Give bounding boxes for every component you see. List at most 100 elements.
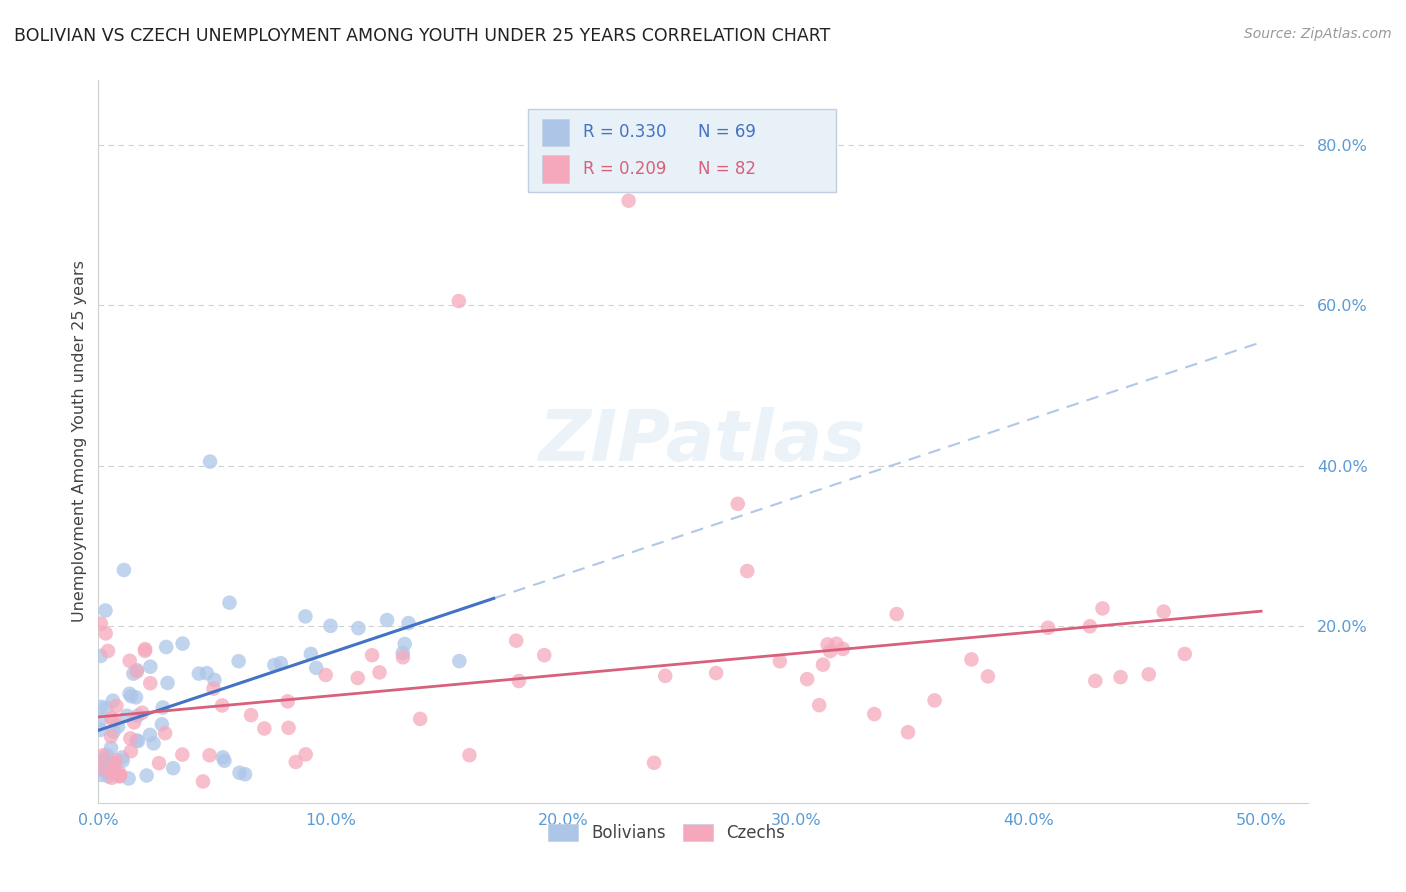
Point <box>103 764 125 778</box>
Point <box>125 733 148 747</box>
Point <box>100 711 122 725</box>
Point <box>101 756 124 770</box>
Point <box>924 693 946 707</box>
Point <box>90 761 112 775</box>
Point <box>361 648 384 663</box>
Point <box>398 615 420 630</box>
Point <box>108 769 131 783</box>
Point <box>122 715 145 730</box>
Point <box>120 731 142 746</box>
Point <box>214 754 236 768</box>
Bar <box>543 119 569 146</box>
Point <box>125 690 148 705</box>
Point <box>277 694 299 708</box>
Point <box>447 293 470 308</box>
Text: ZIPatlas: ZIPatlas <box>540 407 866 476</box>
Point <box>212 750 235 764</box>
Point <box>172 747 194 762</box>
Point <box>704 666 727 681</box>
Point <box>155 640 177 654</box>
Point <box>108 769 131 783</box>
Point <box>392 650 415 665</box>
Point <box>299 647 322 661</box>
Point <box>94 762 117 776</box>
Point <box>104 753 127 767</box>
Point <box>103 714 125 728</box>
Point <box>112 563 135 577</box>
Point <box>107 768 129 782</box>
Point <box>817 637 839 651</box>
Point <box>315 668 337 682</box>
Point <box>94 603 117 617</box>
Point <box>115 708 138 723</box>
Point <box>346 671 368 685</box>
Bar <box>543 155 569 183</box>
Point <box>960 652 983 666</box>
Point <box>134 644 156 658</box>
Point <box>100 764 122 779</box>
Point <box>96 753 118 767</box>
Point <box>139 676 162 690</box>
Text: N = 69: N = 69 <box>699 123 756 142</box>
Point <box>284 755 307 769</box>
Point <box>808 698 831 713</box>
Point <box>125 665 148 679</box>
Point <box>125 663 148 677</box>
Point <box>96 700 118 714</box>
Point <box>127 708 149 723</box>
Point <box>142 736 165 750</box>
Point <box>533 648 555 662</box>
Point <box>1091 601 1114 615</box>
Point <box>1137 667 1160 681</box>
Point <box>263 657 285 672</box>
Point <box>148 756 170 771</box>
Point <box>818 644 841 658</box>
Point <box>117 772 139 786</box>
Point <box>394 637 416 651</box>
Point <box>505 633 527 648</box>
Point <box>832 642 855 657</box>
Point <box>90 723 112 737</box>
Point <box>228 765 250 780</box>
FancyBboxPatch shape <box>527 109 837 193</box>
Point <box>90 616 112 631</box>
Point <box>91 752 114 766</box>
Point <box>191 774 214 789</box>
Point <box>111 754 134 768</box>
Point <box>120 744 142 758</box>
Point <box>508 673 530 688</box>
Point <box>111 750 134 764</box>
Point <box>152 700 174 714</box>
Point <box>156 676 179 690</box>
Point <box>727 497 749 511</box>
Point <box>977 669 1000 683</box>
Point <box>863 707 886 722</box>
Point <box>1084 673 1107 688</box>
Point <box>1078 619 1101 633</box>
Point <box>101 693 124 707</box>
Point <box>319 619 342 633</box>
Point <box>391 646 413 660</box>
Point <box>218 596 240 610</box>
Point <box>107 719 129 733</box>
Point <box>617 194 640 208</box>
Point <box>150 717 173 731</box>
Point <box>458 748 481 763</box>
Text: R = 0.209: R = 0.209 <box>583 160 666 178</box>
Point <box>187 666 209 681</box>
Point <box>91 748 114 763</box>
Point <box>139 659 162 673</box>
Point <box>897 725 920 739</box>
Point <box>825 637 848 651</box>
Point <box>90 699 112 714</box>
Text: R = 0.330: R = 0.330 <box>583 123 666 142</box>
Point <box>277 721 299 735</box>
Point <box>240 708 263 723</box>
Point <box>162 761 184 775</box>
Y-axis label: Unemployment Among Youth under 25 years: Unemployment Among Youth under 25 years <box>72 260 87 623</box>
Point <box>108 766 131 780</box>
Point <box>368 665 391 680</box>
Point <box>769 654 792 668</box>
Point <box>643 756 665 770</box>
Point <box>90 713 112 727</box>
